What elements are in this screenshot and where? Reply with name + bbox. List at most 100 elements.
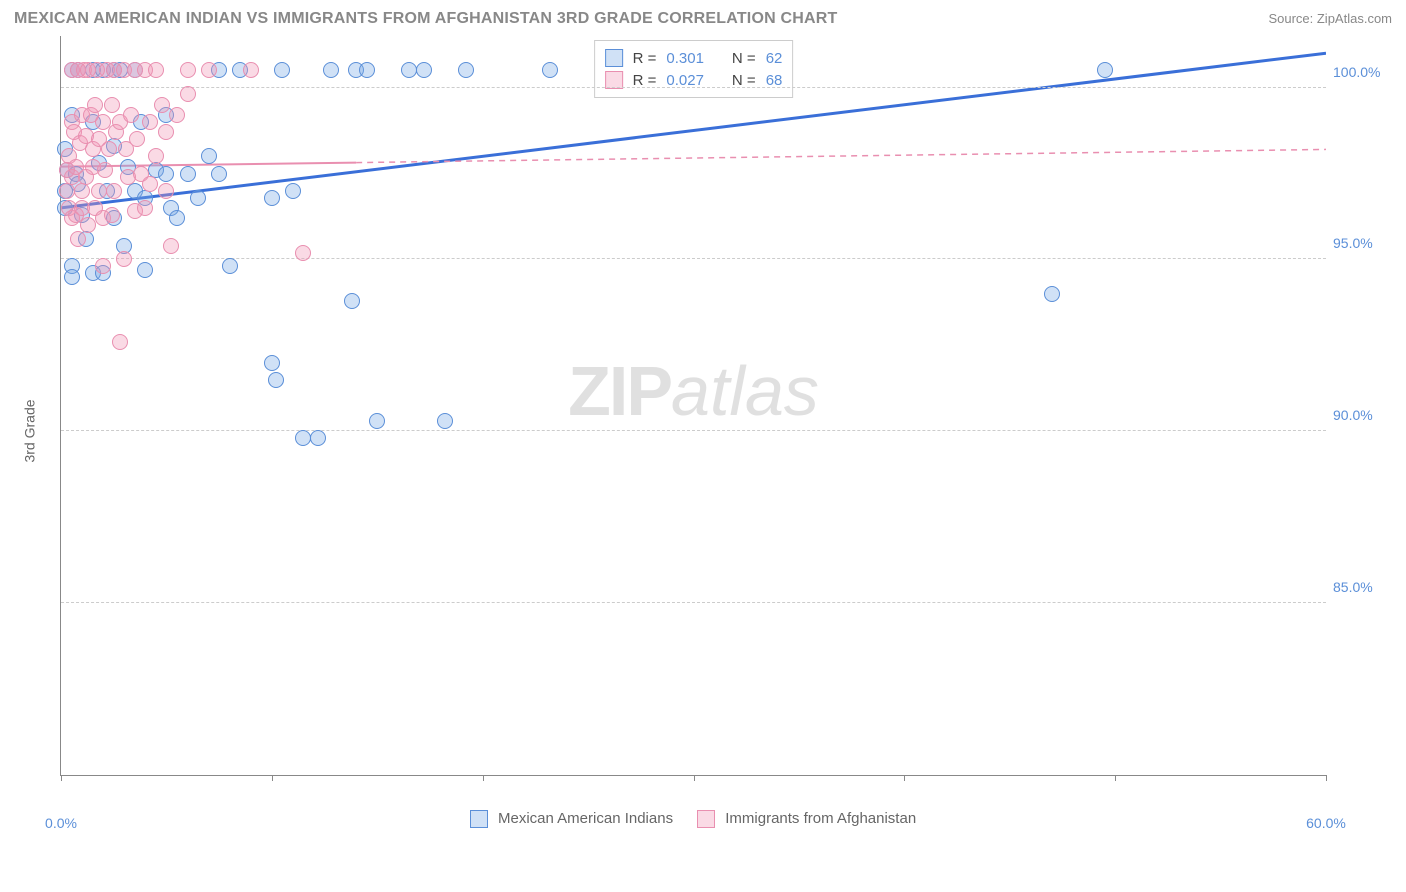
scatter-point	[74, 183, 90, 199]
scatter-point	[211, 166, 227, 182]
scatter-point	[310, 430, 326, 446]
legend-label-blue: Mexican American Indians	[498, 810, 673, 827]
scatter-point	[116, 251, 132, 267]
x-tick-mark	[483, 775, 484, 781]
title-bar: MEXICAN AMERICAN INDIAN VS IMMIGRANTS FR…	[10, 10, 1396, 36]
scatter-point	[106, 183, 122, 199]
scatter-point	[137, 200, 153, 216]
scatter-point	[158, 124, 174, 140]
scatter-point	[87, 97, 103, 113]
scatter-point	[201, 148, 217, 164]
legend-stats-row-blue: R = 0.301 N = 62	[605, 47, 783, 69]
scatter-point	[80, 217, 96, 233]
trend-line-dashed	[356, 149, 1326, 162]
scatter-point	[101, 141, 117, 157]
chart-container: MEXICAN AMERICAN INDIAN VS IMMIGRANTS FR…	[10, 10, 1396, 882]
scatter-point	[264, 190, 280, 206]
watermark: ZIPatlas	[568, 351, 819, 431]
n-value-blue: 62	[766, 50, 783, 67]
scatter-point	[154, 97, 170, 113]
scatter-point	[142, 114, 158, 130]
scatter-point	[295, 430, 311, 446]
scatter-point	[148, 148, 164, 164]
y-tick-label: 85.0%	[1333, 579, 1391, 595]
scatter-point	[112, 334, 128, 350]
swatch-pink-icon	[697, 810, 715, 828]
y-axis-label-wrap: 3rd Grade	[10, 36, 50, 826]
x-tick-mark	[904, 775, 905, 781]
scatter-point	[59, 183, 75, 199]
x-tick-mark	[694, 775, 695, 781]
r-prefix: R =	[633, 50, 657, 67]
scatter-point	[401, 62, 417, 78]
scatter-point	[201, 62, 217, 78]
legend-stats-row-pink: R = 0.027 N = 68	[605, 69, 783, 91]
legend-stats: R = 0.301 N = 62 R = 0.027 N = 68	[594, 40, 794, 98]
y-tick-label: 100.0%	[1333, 64, 1391, 80]
y-tick-label: 95.0%	[1333, 235, 1391, 251]
scatter-point	[369, 413, 385, 429]
scatter-point	[137, 262, 153, 278]
scatter-point	[180, 166, 196, 182]
scatter-point	[222, 258, 238, 274]
x-tick-mark	[1326, 775, 1327, 781]
scatter-point	[416, 62, 432, 78]
scatter-point	[104, 97, 120, 113]
legend-item-blue: Mexican American Indians	[470, 810, 673, 828]
scatter-point	[104, 207, 120, 223]
gridline-h	[61, 258, 1326, 259]
plot-area: ZIPatlas R = 0.301 N = 62 R = 0.027	[60, 36, 1326, 776]
scatter-point	[169, 107, 185, 123]
scatter-point	[163, 238, 179, 254]
n-prefix: N =	[732, 50, 756, 67]
swatch-blue-icon	[605, 49, 623, 67]
scatter-point	[180, 86, 196, 102]
x-tick-mark	[272, 775, 273, 781]
scatter-point	[359, 62, 375, 78]
watermark-zip: ZIP	[568, 352, 671, 430]
watermark-atlas: atlas	[671, 352, 819, 430]
gridline-h	[61, 602, 1326, 603]
scatter-point	[97, 162, 113, 178]
scatter-point	[274, 62, 290, 78]
scatter-point	[268, 372, 284, 388]
x-tick-mark	[1115, 775, 1116, 781]
y-axis-label: 3rd Grade	[22, 399, 38, 462]
swatch-blue-icon	[470, 810, 488, 828]
scatter-point	[129, 131, 145, 147]
scatter-point	[64, 269, 80, 285]
x-tick-mark	[61, 775, 62, 781]
legend-bottom: Mexican American Indians Immigrants from…	[60, 810, 1326, 828]
scatter-point	[264, 355, 280, 371]
gridline-h	[61, 87, 1326, 88]
y-tick-label: 90.0%	[1333, 407, 1391, 423]
legend-item-pink: Immigrants from Afghanistan	[697, 810, 916, 828]
r-value-blue: 0.301	[666, 50, 704, 67]
trend-lines	[61, 36, 1326, 775]
scatter-point	[95, 258, 111, 274]
legend-label-pink: Immigrants from Afghanistan	[725, 810, 916, 827]
scatter-point	[91, 183, 107, 199]
scatter-point	[180, 62, 196, 78]
scatter-point	[458, 62, 474, 78]
chart-area: 3rd Grade ZIPatlas R = 0.301 N = 62 R	[10, 36, 1396, 826]
scatter-point	[323, 62, 339, 78]
scatter-point	[542, 62, 558, 78]
source-attribution: Source: ZipAtlas.com	[1268, 11, 1392, 26]
scatter-point	[344, 293, 360, 309]
chart-title: MEXICAN AMERICAN INDIAN VS IMMIGRANTS FR…	[14, 10, 838, 28]
scatter-point	[190, 190, 206, 206]
scatter-point	[169, 210, 185, 226]
scatter-point	[243, 62, 259, 78]
gridline-h	[61, 430, 1326, 431]
scatter-point	[1044, 286, 1060, 302]
scatter-point	[70, 231, 86, 247]
scatter-point	[158, 183, 174, 199]
scatter-point	[295, 245, 311, 261]
scatter-point	[437, 413, 453, 429]
scatter-point	[123, 107, 139, 123]
scatter-point	[1097, 62, 1113, 78]
scatter-point	[148, 62, 164, 78]
scatter-point	[285, 183, 301, 199]
scatter-point	[142, 176, 158, 192]
